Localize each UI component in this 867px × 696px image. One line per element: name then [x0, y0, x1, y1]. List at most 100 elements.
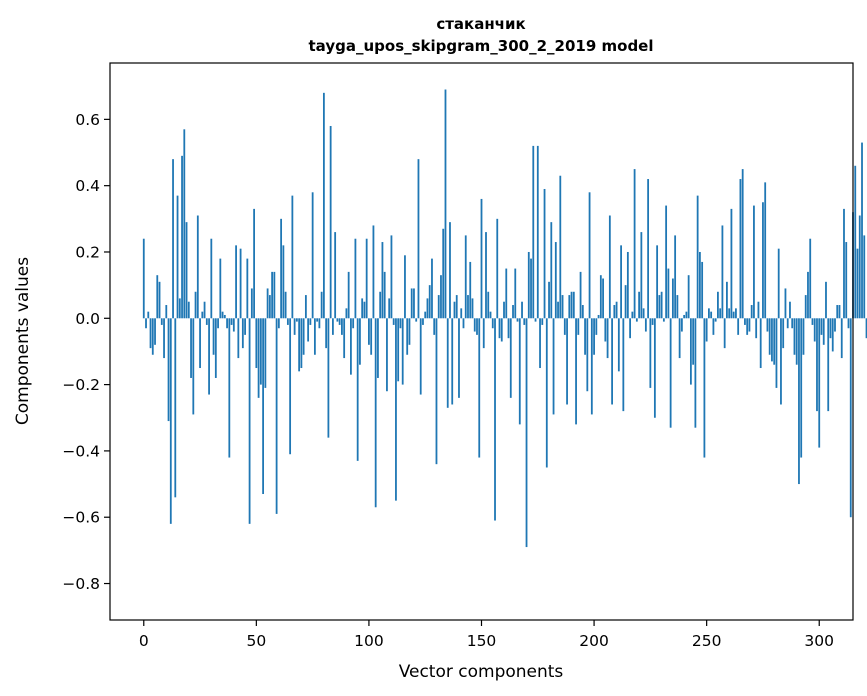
bar-163: [509, 318, 512, 398]
bar-77: [316, 318, 319, 322]
bar-168: [521, 301, 523, 319]
bar-69: [298, 318, 301, 372]
bar-24: [196, 215, 199, 319]
bar-252: [710, 311, 713, 319]
bar-131: [437, 295, 440, 319]
bar-100: [368, 318, 370, 345]
bar-305: [829, 318, 832, 339]
bar-99: [365, 238, 368, 319]
bar-11: [167, 318, 170, 422]
bar-189: [568, 295, 571, 319]
bar-177: [541, 318, 544, 325]
bar-308: [836, 305, 839, 319]
bar-219: [635, 318, 638, 322]
bar-300: [818, 318, 821, 448]
bar-192: [575, 318, 577, 425]
y-tick-label-7: 0.6: [75, 111, 100, 129]
bar-282: [777, 248, 780, 319]
bar-87: [338, 318, 341, 325]
bar-138: [453, 301, 456, 319]
bar-208: [611, 318, 613, 405]
bar-51: [257, 318, 260, 398]
bar-212: [620, 245, 622, 319]
bar-147: [473, 318, 476, 332]
bar-136: [449, 222, 451, 319]
y-axis-label: Components values: [13, 257, 33, 425]
bar-65: [289, 318, 292, 455]
x-tick-label-50: 50: [246, 632, 266, 650]
bar-7: [158, 281, 161, 319]
bar-256: [719, 308, 722, 319]
bar-98: [363, 301, 366, 319]
bar-42: [237, 318, 240, 359]
bar-46: [246, 258, 249, 319]
bar-1: [145, 318, 147, 329]
bar-67: [293, 318, 296, 335]
bar-241: [685, 311, 688, 319]
bar-92: [350, 318, 352, 375]
x-tick-label-0: 0: [139, 632, 149, 650]
bar-306: [831, 318, 834, 352]
bar-135: [446, 318, 449, 408]
bar-298: [813, 318, 816, 342]
bar-117: [406, 318, 409, 355]
bar-33: [217, 318, 219, 329]
bar-104: [377, 318, 379, 378]
bar-178: [543, 188, 546, 319]
bar-157: [496, 218, 499, 319]
bar-227: [653, 318, 656, 418]
bar-164: [512, 305, 514, 319]
bar-34: [219, 258, 222, 319]
bar-103: [374, 318, 377, 508]
bar-312: [845, 242, 848, 319]
bar-79: [320, 291, 323, 319]
bar-19: [185, 222, 188, 319]
bar-170: [525, 318, 528, 548]
bar-179: [545, 318, 548, 468]
bar-248: [701, 261, 704, 319]
bar-126: [426, 298, 429, 319]
bar-28: [205, 318, 208, 325]
bar-165: [514, 268, 517, 319]
bar-283: [780, 318, 782, 405]
bar-260: [728, 308, 731, 319]
bar-121: [415, 318, 418, 322]
bar-2: [147, 311, 150, 319]
bar-209: [613, 305, 616, 319]
bar-285: [784, 288, 787, 319]
bar-128: [431, 258, 433, 319]
bar-240: [683, 314, 686, 319]
bar-257: [721, 225, 724, 319]
bar-55: [266, 288, 269, 319]
bar-311: [843, 208, 845, 319]
bar-190: [570, 291, 573, 319]
bar-206: [606, 318, 609, 359]
bar-195: [581, 305, 584, 319]
bar-134: [444, 89, 447, 319]
bar-116: [404, 255, 406, 319]
bar-158: [498, 318, 501, 339]
y-tick-label-3: −0.2: [62, 376, 100, 394]
bar-281: [775, 318, 778, 388]
bar-194: [579, 271, 582, 319]
bar-49: [253, 208, 255, 319]
bar-225: [649, 318, 652, 388]
bar-273: [757, 301, 760, 319]
bar-186: [561, 295, 564, 319]
bar-204: [602, 278, 604, 319]
bar-133: [442, 228, 445, 319]
chart-title-line2: tayga_upos_skipgram_300_2_2019 model: [309, 37, 654, 55]
bar-63: [284, 291, 287, 319]
bar-238: [678, 318, 681, 359]
bar-288: [791, 318, 794, 329]
bar-48: [250, 288, 253, 319]
bar-54: [264, 318, 267, 388]
bar-196: [584, 318, 586, 355]
bar-299: [816, 318, 818, 412]
bar-250: [705, 318, 708, 342]
y-tick-label-4: 0.0: [75, 310, 100, 328]
x-tick-label-250: 250: [692, 632, 722, 650]
bar-145: [469, 261, 472, 319]
bar-275: [762, 202, 764, 319]
bar-255: [717, 291, 719, 319]
